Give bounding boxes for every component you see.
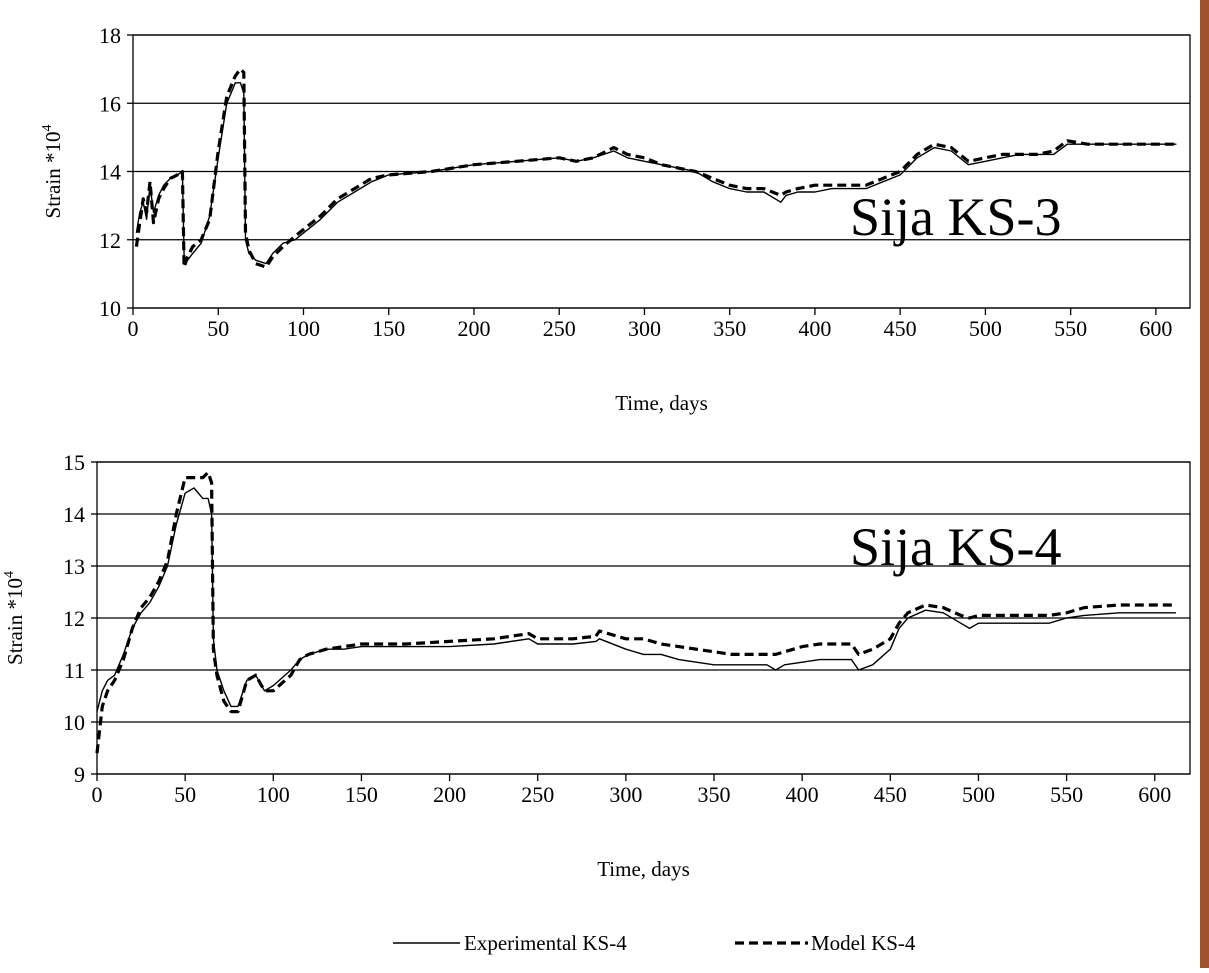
plot-frame — [132, 34, 1191, 309]
x-tick-label: 200 — [457, 316, 490, 341]
right-border-strip — [1200, 0, 1209, 968]
series-line-experimental — [96, 487, 1176, 712]
plot-frame — [96, 461, 1191, 775]
x-tick-label: 100 — [257, 782, 290, 807]
x-tick-label: 0 — [92, 782, 103, 807]
y-tick-label: 18 — [99, 23, 121, 48]
legend-label: Experimental KS-4 — [464, 931, 627, 955]
x-tick-label: 450 — [884, 316, 917, 341]
legend-label: Model KS-4 — [811, 931, 916, 955]
y-tick-label: 9 — [74, 762, 85, 787]
x-axis-title: Time, days — [597, 857, 690, 881]
y-tick-label: 14 — [99, 160, 121, 185]
x-tick-label: 400 — [786, 782, 819, 807]
series-line-model — [134, 67, 1177, 269]
x-tick-label: 200 — [433, 782, 466, 807]
y-tick-label: 13 — [63, 554, 85, 579]
y-axis-title-superscript: 4 — [40, 125, 55, 132]
x-tick-label: 50 — [174, 782, 196, 807]
x-tick-label: 300 — [628, 316, 661, 341]
x-axis-title: Time, days — [615, 391, 708, 415]
legend: Experimental KS-4 Model KS-4 — [393, 931, 916, 955]
x-tick-label: 550 — [1050, 782, 1083, 807]
x-tick-label: 250 — [543, 316, 576, 341]
y-tick-label: 16 — [99, 91, 121, 116]
y-axis-title: Strain *104 — [2, 571, 27, 665]
x-tick-label: 500 — [962, 782, 995, 807]
x-tick-label: 500 — [969, 316, 1002, 341]
y-axis-title: Strain *104 — [40, 125, 65, 219]
x-tick-label: 100 — [287, 316, 320, 341]
y-tick-label: 14 — [63, 502, 85, 527]
y-tick-label: 11 — [64, 658, 85, 683]
y-tick-label: 12 — [63, 606, 85, 631]
y-tick-label: 15 — [63, 450, 85, 475]
y-tick-label: 10 — [99, 296, 121, 321]
panel-label: Sija KS-4 — [850, 517, 1062, 577]
y-axis-title-superscript: 4 — [2, 571, 17, 578]
y-tick-label: 12 — [99, 228, 121, 253]
x-tick-label: 450 — [874, 782, 907, 807]
x-tick-label: 150 — [345, 782, 378, 807]
x-tick-label: 550 — [1054, 316, 1087, 341]
x-tick-label: 0 — [128, 316, 139, 341]
y-tick-label: 10 — [63, 710, 85, 735]
x-tick-label: 50 — [207, 316, 229, 341]
x-tick-label: 150 — [372, 316, 405, 341]
x-tick-label: 600 — [1138, 782, 1171, 807]
chart-panel-1: 10 12 14 16 18 0 50 100 150 200 250 300 350 400 450 500… — [40, 23, 1191, 415]
x-tick-label: 350 — [698, 782, 731, 807]
panel-label: Sija KS-3 — [850, 187, 1062, 247]
x-tick-label: 350 — [713, 316, 746, 341]
x-tick-label: 300 — [609, 782, 642, 807]
x-tick-label: 600 — [1139, 316, 1172, 341]
x-tick-label: 250 — [521, 782, 554, 807]
x-tick-label: 400 — [798, 316, 831, 341]
